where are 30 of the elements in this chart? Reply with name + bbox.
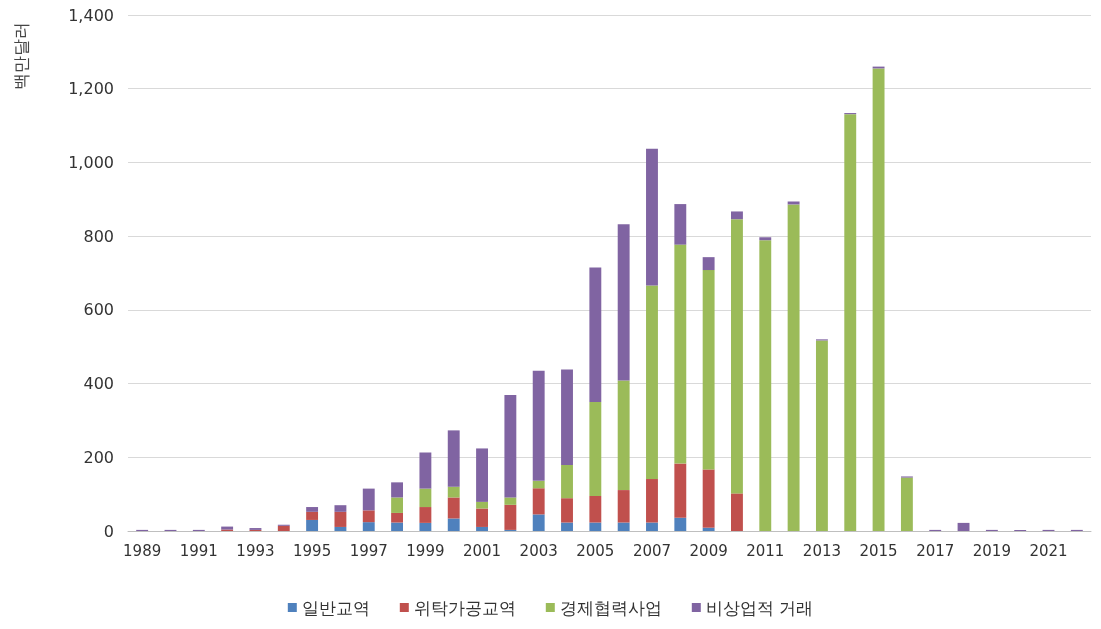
x-tick-label: 1993 bbox=[236, 541, 275, 560]
y-tick-label: 1,000 bbox=[68, 152, 114, 172]
legend-label: 비상업적 거래 bbox=[705, 597, 814, 618]
y-tick-label: 800 bbox=[83, 226, 114, 246]
y-tick-label: 0 bbox=[103, 521, 114, 541]
legend-label: 일반교역 bbox=[301, 597, 370, 618]
y-tick-label: 400 bbox=[83, 374, 114, 394]
x-tick-label: 2003 bbox=[519, 541, 558, 560]
x-tick-label: 1991 bbox=[179, 541, 218, 560]
x-tick-label: 2021 bbox=[1029, 541, 1068, 560]
x-tick-label: 1995 bbox=[293, 541, 332, 560]
x-tick-label: 1989 bbox=[123, 541, 162, 560]
y-tick-label: 1,200 bbox=[68, 79, 114, 99]
x-tick-label: 2011 bbox=[746, 541, 785, 560]
x-tick-label: 2005 bbox=[576, 541, 615, 560]
x-tick-label: 2013 bbox=[802, 541, 842, 560]
legend-label: 경제협력사업 bbox=[559, 597, 662, 618]
x-tick-label: 2009 bbox=[689, 541, 728, 560]
x-tick-label: 1999 bbox=[406, 541, 445, 560]
x-tick-label: 2017 bbox=[916, 541, 955, 560]
y-tick-label: 1,400 bbox=[68, 5, 114, 25]
y-tick-label: 200 bbox=[83, 447, 114, 467]
x-tick-label: 1997 bbox=[349, 541, 388, 560]
x-tick-label: 2019 bbox=[972, 541, 1011, 560]
legend-label: 위탁가공교역 bbox=[413, 597, 516, 618]
y-tick-label: 600 bbox=[83, 300, 114, 320]
x-tick-label: 2001 bbox=[462, 541, 502, 560]
y-axis-title: 백만달러 bbox=[10, 22, 31, 90]
x-tick-label: 2015 bbox=[859, 541, 898, 560]
x-tick-label: 2007 bbox=[632, 541, 672, 560]
